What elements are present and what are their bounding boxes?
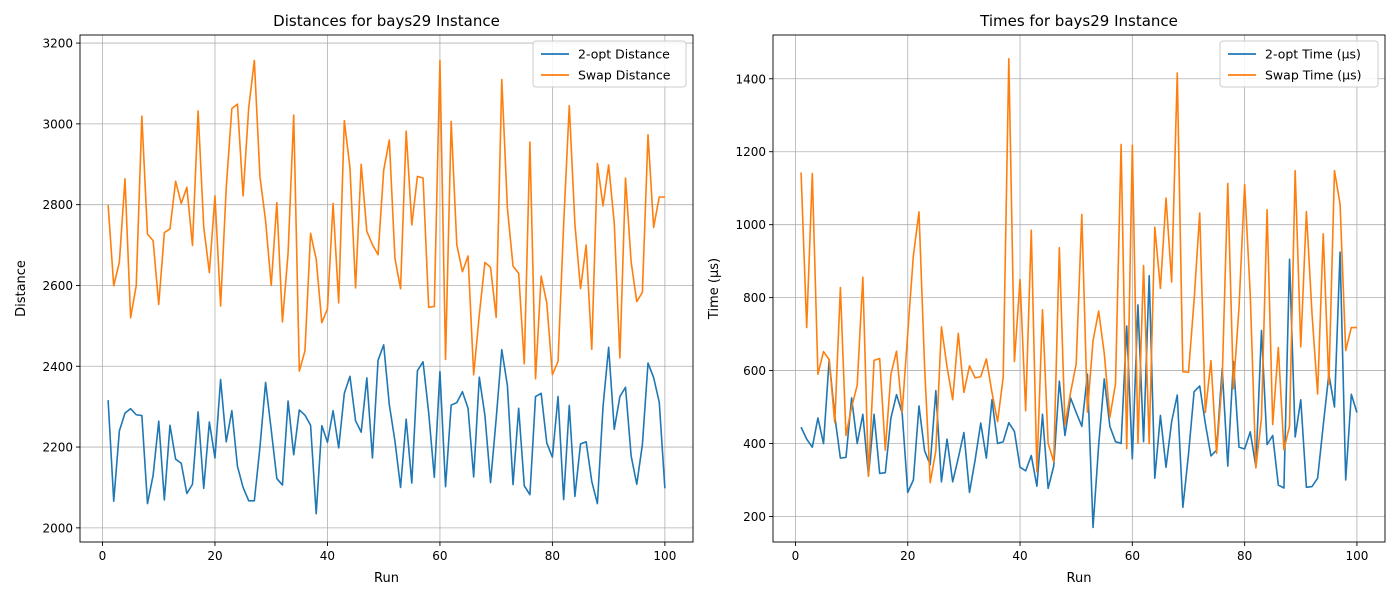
distance-plot-frame — [79, 34, 694, 543]
time-legend — [1219, 40, 1379, 88]
y-tick-label: 400 — [743, 437, 766, 451]
y-tick-label: 800 — [743, 291, 766, 305]
y-tick-label: 200 — [743, 510, 766, 524]
distance-chart-title: Distances for bays29 Instance — [273, 12, 500, 30]
time-chart-panel: 0 20 40 60 80 100 200 400 600 800 1000 1200 1400 Time… — [707, 12, 1386, 586]
x-tick-label: 100 — [1345, 549, 1368, 563]
time-y-axis-label: Time (µs) — [707, 258, 722, 320]
x-tick-label: 60 — [1125, 549, 1140, 563]
distance-chart-panel: 0 20 40 60 80 100 2000 2200 2400 2600 2800 3000 3200… — [14, 12, 694, 586]
x-tick-label: 20 — [207, 549, 222, 563]
distance-x-axis-label: Run — [374, 571, 399, 586]
distance-series-line-swap — [107, 59, 665, 380]
y-tick-label: 3200 — [42, 37, 73, 51]
distance-series-line-two-opt — [107, 344, 666, 515]
x-tick-label: 0 — [99, 549, 107, 563]
time-chart-title: Times for bays29 Instance — [979, 12, 1178, 30]
x-tick-label: 100 — [653, 549, 676, 563]
time-x-axis-label: Run — [1067, 571, 1092, 586]
x-tick-label: 20 — [900, 549, 915, 563]
time-series-line-two-opt — [800, 251, 1358, 529]
legend-label: Swap Distance — [578, 68, 671, 83]
x-tick-label: 40 — [1012, 549, 1027, 563]
y-tick-label: 600 — [743, 364, 766, 378]
y-tick-label: 2400 — [42, 360, 73, 374]
y-tick-label: 1200 — [735, 145, 766, 159]
y-tick-label: 2600 — [42, 279, 73, 293]
y-tick-label: 2800 — [42, 198, 73, 212]
y-tick-label: 1400 — [735, 72, 766, 86]
x-tick-label: 80 — [545, 549, 560, 563]
x-tick-label: 0 — [792, 549, 800, 563]
legend-label: 2-opt Distance — [578, 47, 670, 62]
legend-label: 2-opt Time (µs) — [1265, 47, 1361, 62]
x-tick-label: 60 — [432, 549, 447, 563]
x-tick-label: 80 — [1237, 549, 1252, 563]
distance-y-axis-label: Distance — [14, 260, 29, 317]
y-tick-label: 2000 — [42, 521, 73, 535]
x-tick-label: 40 — [320, 549, 335, 563]
time-series-line-swap — [800, 57, 1357, 484]
y-tick-label: 2200 — [42, 441, 73, 455]
y-tick-label: 1000 — [735, 218, 766, 232]
distance-legend — [532, 40, 687, 88]
legend-label: Swap Time (µs) — [1265, 68, 1362, 83]
time-plot-frame — [772, 34, 1386, 543]
y-tick-label: 3000 — [42, 117, 73, 131]
